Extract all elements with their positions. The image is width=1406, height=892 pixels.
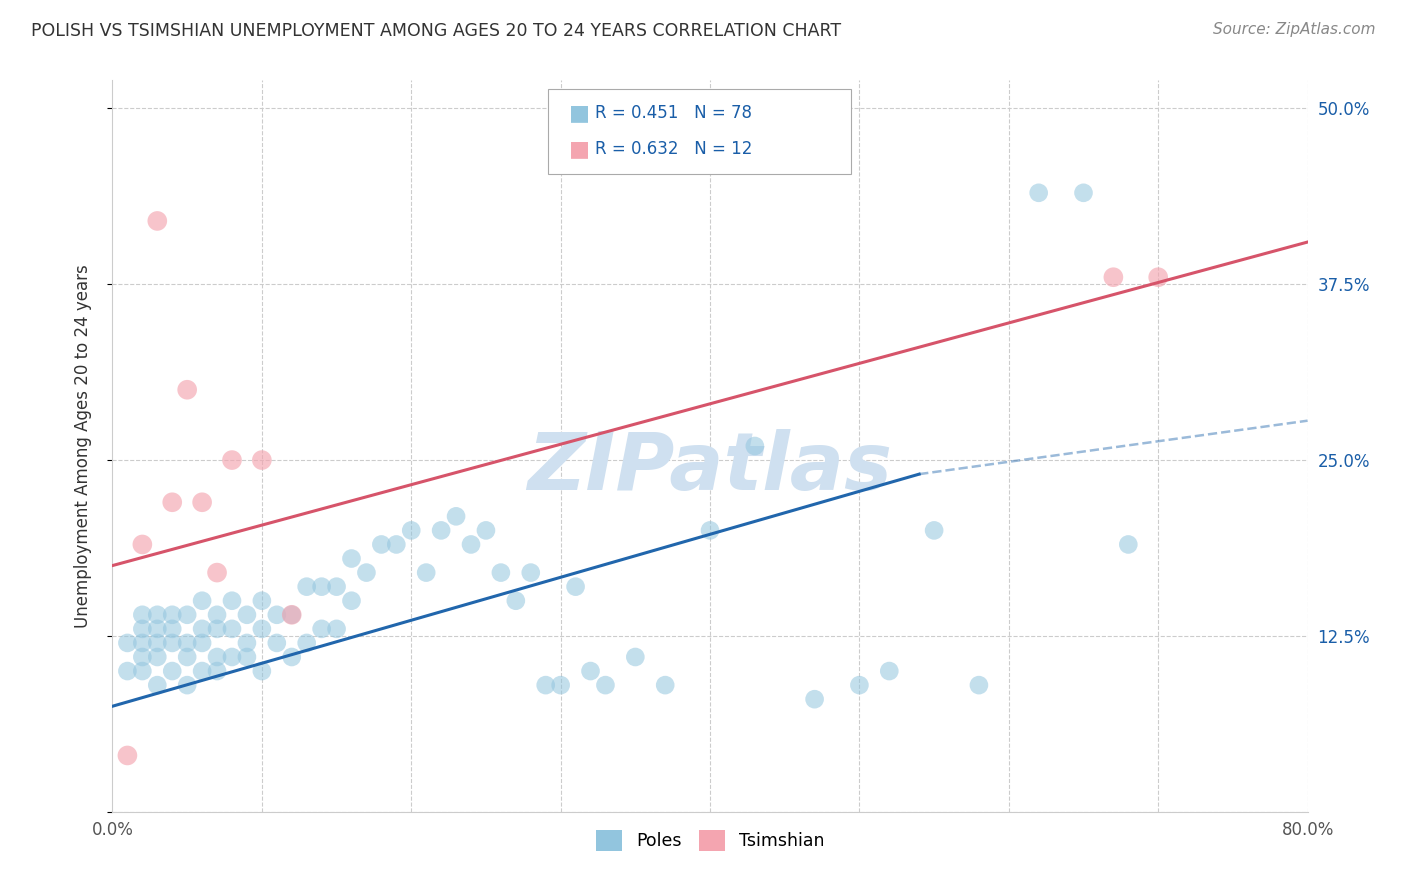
Point (162, 622, 183, 636)
Point (236, 636, 259, 650)
Point (922, 524, 945, 538)
Point (325, 580, 347, 594)
Point (430, 524, 453, 538)
Point (221, 593, 243, 607)
Point (281, 650, 304, 665)
Point (191, 622, 214, 636)
Legend: Poles, Tsimshian: Poles, Tsimshian (589, 822, 831, 858)
Point (131, 636, 153, 650)
Point (489, 566, 512, 580)
Point (162, 664, 183, 678)
Text: R = 0.451   N = 78: R = 0.451 N = 78 (595, 104, 752, 122)
Point (221, 622, 243, 636)
Point (191, 664, 214, 678)
Point (205, 650, 228, 665)
Point (311, 622, 333, 636)
Point (266, 636, 288, 650)
Point (205, 664, 228, 678)
Point (1102, 270, 1125, 285)
Point (146, 607, 169, 622)
Text: Source: ZipAtlas.com: Source: ZipAtlas.com (1212, 22, 1375, 37)
Point (162, 636, 183, 650)
Point (624, 650, 647, 665)
Point (250, 664, 273, 678)
Point (236, 607, 259, 622)
Point (311, 580, 333, 594)
Point (131, 664, 153, 678)
Point (131, 622, 153, 636)
Point (176, 650, 198, 665)
Point (460, 537, 482, 551)
Point (340, 551, 363, 566)
Point (191, 636, 214, 650)
Point (221, 650, 243, 665)
Point (520, 566, 543, 580)
Text: ZIPatlas: ZIPatlas (527, 429, 893, 507)
Point (266, 607, 288, 622)
Point (356, 566, 378, 580)
Point (654, 678, 676, 692)
Point (595, 678, 617, 692)
Point (236, 650, 259, 665)
Point (699, 524, 721, 538)
Point (1147, 270, 1170, 285)
Point (415, 566, 437, 580)
Point (879, 664, 901, 678)
Point (146, 650, 169, 665)
Point (176, 607, 198, 622)
Point (191, 495, 214, 509)
Point (505, 593, 527, 607)
Point (162, 495, 183, 509)
Point (550, 678, 572, 692)
Point (191, 593, 214, 607)
Point (744, 439, 766, 453)
Point (131, 650, 153, 665)
Point (250, 453, 273, 467)
Point (162, 607, 183, 622)
Text: R = 0.632   N = 12: R = 0.632 N = 12 (595, 140, 752, 158)
Text: ■: ■ (569, 139, 591, 159)
Point (1118, 537, 1140, 551)
Point (146, 214, 169, 228)
Point (444, 509, 467, 524)
Point (401, 524, 423, 538)
Point (340, 593, 363, 607)
Point (281, 607, 304, 622)
Point (475, 524, 498, 538)
Point (117, 636, 139, 650)
Point (221, 453, 243, 467)
Point (176, 678, 198, 692)
Point (295, 636, 318, 650)
Point (967, 678, 990, 692)
Point (131, 537, 153, 551)
Point (205, 607, 228, 622)
Point (579, 664, 602, 678)
Point (295, 580, 318, 594)
Point (370, 537, 392, 551)
Point (250, 593, 273, 607)
Point (146, 678, 169, 692)
Point (281, 607, 304, 622)
Point (564, 580, 586, 594)
Point (848, 678, 870, 692)
Point (146, 636, 169, 650)
Point (325, 622, 347, 636)
Point (803, 692, 825, 706)
Point (1073, 186, 1095, 200)
Point (117, 664, 139, 678)
Point (117, 748, 139, 763)
Point (205, 622, 228, 636)
Point (250, 622, 273, 636)
Point (534, 678, 557, 692)
Point (176, 383, 198, 397)
Text: ■: ■ (569, 103, 591, 123)
Point (1028, 186, 1050, 200)
Point (131, 607, 153, 622)
Point (176, 636, 198, 650)
Y-axis label: Unemployment Among Ages 20 to 24 years: Unemployment Among Ages 20 to 24 years (73, 264, 91, 628)
Point (146, 622, 169, 636)
Point (205, 566, 228, 580)
Point (385, 537, 408, 551)
Text: POLISH VS TSIMSHIAN UNEMPLOYMENT AMONG AGES 20 TO 24 YEARS CORRELATION CHART: POLISH VS TSIMSHIAN UNEMPLOYMENT AMONG A… (31, 22, 841, 40)
